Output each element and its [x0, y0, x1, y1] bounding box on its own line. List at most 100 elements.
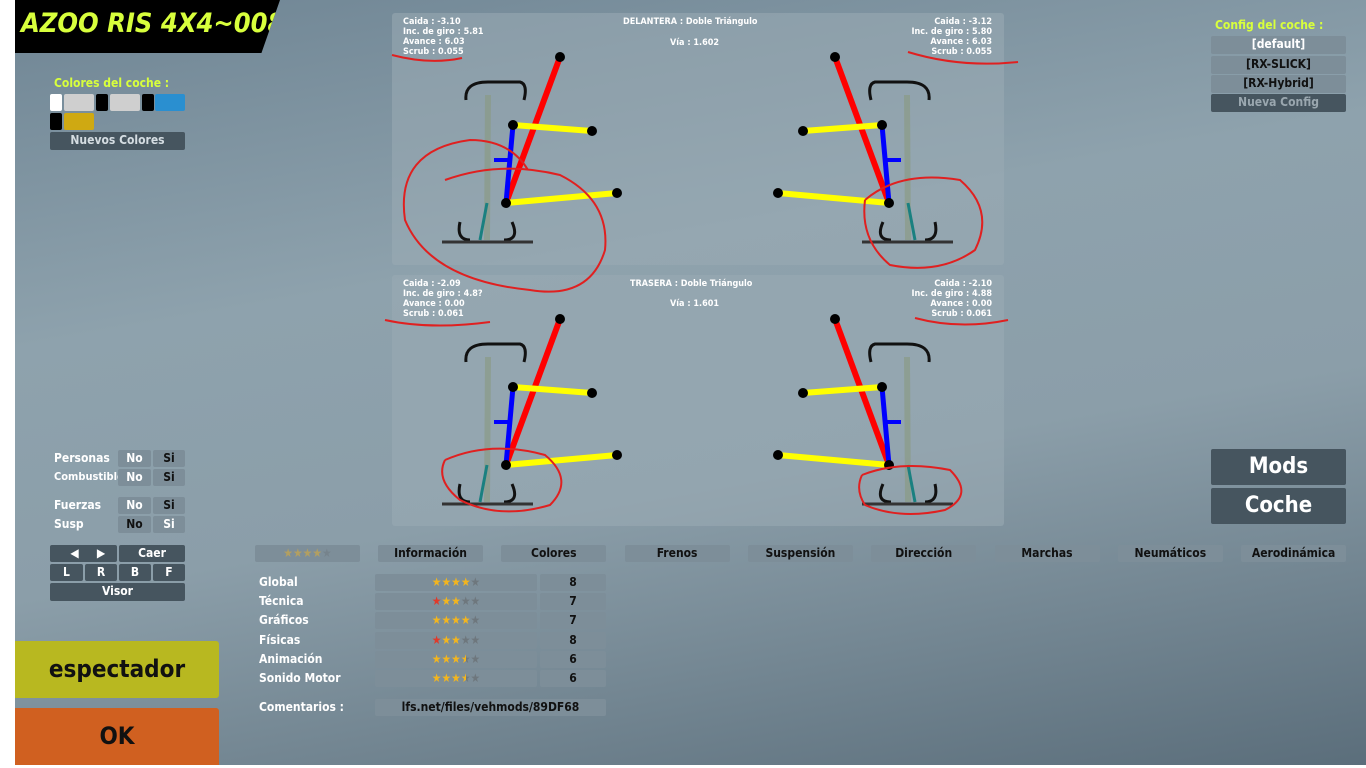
star-icon: ★: [451, 575, 461, 589]
camber: Caida : -3.12: [934, 17, 992, 27]
color-swatch[interactable]: [96, 94, 108, 111]
view-l-button[interactable]: L: [50, 564, 83, 581]
color-swatch[interactable]: [110, 94, 140, 111]
star-icon: ★: [283, 546, 293, 560]
star-icon: ★: [431, 651, 442, 666]
tab-rating[interactable]: ★★★★★: [255, 545, 360, 562]
star-icon: ★: [441, 594, 452, 609]
tab-marchas[interactable]: Marchas: [994, 545, 1100, 562]
front-right-stats: Caida : -3.12 Inc. de giro : 5.80 Avance :…: [911, 17, 992, 57]
tab-dirección[interactable]: Dirección: [871, 545, 977, 562]
color-swatch[interactable]: [155, 94, 185, 111]
car-button[interactable]: Coche: [1211, 488, 1346, 524]
mods-button[interactable]: Mods: [1211, 449, 1346, 485]
tab-neumáticos[interactable]: Neumáticos: [1117, 545, 1223, 562]
new-colors-button[interactable]: Nuevos Colores: [50, 132, 185, 150]
scrub: Scrub : 0.061: [931, 309, 992, 319]
tab-suspensión[interactable]: Suspensión: [747, 545, 853, 562]
toggle-label: Fuerzas: [54, 498, 102, 512]
scrub: Scrub : 0.055: [931, 47, 992, 57]
tab-colores[interactable]: Colores: [501, 545, 607, 562]
comments-link[interactable]: lfs.net/files/vehmods/89DF68: [375, 699, 606, 716]
scrub: Scrub : 0.061: [403, 309, 464, 319]
view-f-button[interactable]: F: [153, 564, 185, 581]
toggle-label: Combustible: [54, 470, 124, 483]
star-icon: ★: [431, 594, 442, 609]
star-icon: ★: [451, 651, 461, 666]
comments-label: Comentarios :: [259, 700, 344, 714]
rating-label: Gráficos: [259, 613, 309, 628]
spectator-button[interactable]: espectador: [15, 641, 219, 698]
config-rx-slick[interactable]: [RX-SLICK]: [1211, 56, 1346, 74]
toggle-si-button[interactable]: Si: [153, 469, 185, 486]
color-swatch[interactable]: [64, 94, 94, 111]
rating-label: Sonido Motor: [259, 671, 341, 685]
rating-stars: ★★★★★: [375, 612, 537, 630]
kpi: Inc. de giro : 5.81: [403, 27, 484, 37]
toggle-si-button[interactable]: Si: [153, 516, 185, 533]
car-colors-label: Colores del coche :: [54, 76, 170, 90]
toggle-no-button[interactable]: No: [118, 469, 151, 486]
star-icon: ★: [460, 651, 471, 666]
star-icon: ★: [470, 594, 481, 609]
rating-label: Físicas: [259, 632, 301, 647]
front-suspension-panel: Caida : -3.10 Inc. de giro : 5.81 Avance :…: [392, 13, 1004, 265]
rear-title: TRASERA : Doble Triángulo: [630, 279, 753, 289]
config-default[interactable]: [default]: [1211, 36, 1346, 54]
rating-stars: ★★★★★: [375, 650, 537, 668]
front-title: DELANTERA : Doble Triángulo: [623, 17, 758, 27]
toggle-no-button[interactable]: No: [118, 516, 151, 533]
rating-value: 8: [540, 631, 606, 649]
toggle-no-button[interactable]: No: [118, 450, 151, 467]
new-config-button[interactable]: Nueva Config: [1211, 94, 1346, 112]
star-icon: ★: [470, 575, 481, 589]
rating-value: 7: [540, 593, 606, 611]
toggle-label: Susp: [54, 517, 84, 531]
toggle-si-button[interactable]: Si: [153, 450, 185, 467]
star-icon: ★: [470, 651, 481, 666]
rating-value: 6: [540, 670, 606, 687]
camber: Caida : -3.10: [403, 17, 461, 27]
star-icon: ★: [460, 671, 471, 685]
rating-stars: ★★★★★: [375, 670, 537, 687]
tab-rating-stars: ★★★★★: [283, 546, 331, 560]
star-icon: ★: [460, 613, 471, 628]
star-icon: ★: [431, 575, 442, 589]
next-button[interactable]: ▶: [85, 545, 117, 562]
star-icon: ★: [441, 651, 452, 666]
tab-aerodinámica[interactable]: Aerodinámica: [1241, 545, 1347, 562]
tab-frenos[interactable]: Frenos: [624, 545, 730, 562]
config-rx-hybrid[interactable]: [RX-Hybrid]: [1211, 75, 1346, 93]
rating-stars: ★★★★★: [375, 574, 537, 591]
rating-label: Técnica: [259, 594, 304, 609]
camber: Caida : -2.09: [403, 279, 461, 289]
rear-suspension-panel: Caida : -2.09 Inc. de giro : 4.8? Avance :…: [392, 275, 1004, 526]
ok-button[interactable]: OK: [15, 708, 219, 765]
visor-button[interactable]: Visor: [50, 583, 185, 601]
kpi: Inc. de giro : 5.80: [911, 27, 992, 37]
color-swatch[interactable]: [142, 94, 154, 111]
star-icon: ★: [460, 594, 471, 609]
front-left-stats: Caida : -3.10 Inc. de giro : 5.81 Avance :…: [403, 17, 484, 57]
star-icon: ★: [441, 671, 452, 685]
star-icon: ★: [312, 546, 323, 560]
tab-información[interactable]: Información: [378, 545, 483, 562]
view-b-button[interactable]: B: [119, 564, 151, 581]
toggle-no-button[interactable]: No: [118, 497, 151, 514]
star-icon: ★: [441, 632, 452, 647]
color-swatch[interactable]: [50, 94, 62, 111]
star-icon: ★: [451, 671, 461, 685]
star-icon: ★: [441, 575, 452, 589]
rear-left-stats: Caida : -2.09 Inc. de giro : 4.8? Avance :…: [403, 279, 483, 319]
color-swatch[interactable]: [64, 113, 94, 130]
view-r-button[interactable]: R: [85, 564, 117, 581]
rating-stars: ★★★★★: [375, 631, 537, 649]
rating-stars: ★★★★★: [375, 593, 537, 611]
car-title: AZOO RIS 4X4~008: [15, 0, 280, 53]
rating-value: 6: [540, 650, 606, 668]
color-swatch[interactable]: [50, 113, 62, 130]
caster: Avance : 0.00: [930, 299, 992, 309]
drop-button[interactable]: Caer: [119, 545, 185, 562]
toggle-si-button[interactable]: Si: [153, 497, 185, 514]
star-icon: ★: [460, 632, 471, 647]
